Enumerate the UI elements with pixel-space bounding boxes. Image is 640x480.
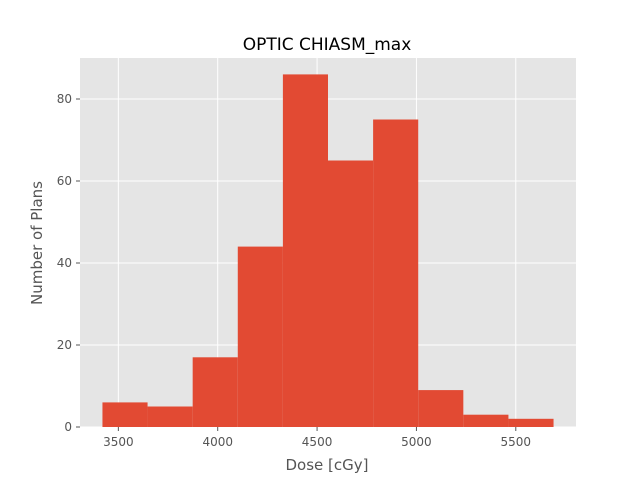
histogram-bar-6: [373, 119, 419, 427]
histogram-bar-9: [508, 418, 554, 427]
x-tick-label-3: 5000: [401, 435, 432, 449]
x-tick-label-2: 4500: [302, 435, 333, 449]
histogram-bar-3: [237, 246, 283, 427]
x-tick-label-4: 5500: [501, 435, 532, 449]
bars: [102, 74, 554, 428]
histogram-bar-8: [463, 414, 509, 427]
x-tick-label-1: 4000: [202, 435, 233, 449]
y-ticks: 0 20 40 60 80: [57, 92, 80, 434]
y-tick-label-2: 40: [57, 256, 72, 270]
histogram-bar-4: [282, 74, 328, 428]
histogram-bar-5: [328, 160, 374, 427]
y-tick-label-4: 80: [57, 92, 72, 106]
y-axis-label: Number of Plans: [28, 181, 46, 305]
histogram-bar-7: [418, 390, 464, 427]
x-tick-label-0: 3500: [103, 435, 134, 449]
y-tick-label-3: 60: [57, 174, 72, 188]
chart-title: OPTIC CHIASM_max: [243, 35, 412, 55]
y-tick-label-0: 0: [64, 420, 72, 434]
y-tick-label-1: 20: [57, 338, 72, 352]
histogram-bar-2: [192, 357, 238, 427]
x-axis-label: Dose [cGy]: [286, 456, 369, 474]
histogram-bar-0: [102, 402, 148, 427]
histogram-bar-1: [147, 406, 193, 427]
x-ticks: 3500 4000 4500 5000 5500: [103, 427, 531, 449]
